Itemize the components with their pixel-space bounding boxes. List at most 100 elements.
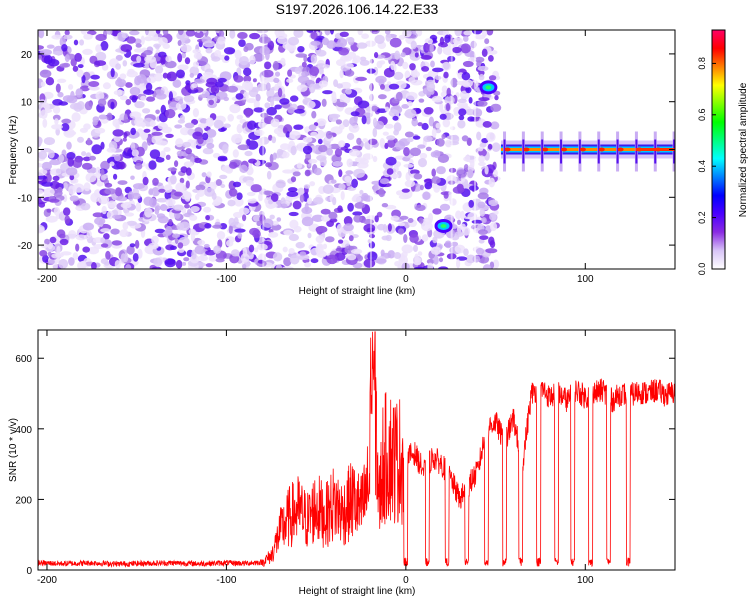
heatmap-cell	[283, 257, 292, 267]
heatmap-cell	[106, 112, 113, 121]
heatmap-cell	[142, 176, 149, 186]
heatmap-cell	[431, 168, 437, 177]
heatmap-cell	[148, 188, 154, 195]
heatmap-cell	[365, 116, 372, 125]
heatmap-cell	[90, 192, 100, 203]
heatmap-cell	[384, 123, 394, 129]
heatmap-cell	[77, 136, 84, 143]
heatmap-cell	[432, 67, 444, 73]
heatmap-cell	[120, 202, 132, 209]
heatmap-cell	[76, 69, 84, 78]
heatmap-cell	[460, 210, 465, 220]
heatmap-cell	[315, 35, 325, 41]
heatmap-cell	[153, 257, 163, 267]
heatmap-cell	[280, 143, 290, 151]
heatmap-cell	[430, 60, 435, 68]
snr-series-line	[38, 331, 675, 568]
heatmap-cell	[399, 215, 409, 220]
heatmap-cell	[347, 202, 354, 212]
heatmap-cell	[363, 223, 376, 233]
heatmap-cell	[38, 45, 44, 50]
heatmap-cell	[194, 245, 206, 255]
heatmap-cell	[83, 33, 93, 40]
heatmap-cell	[297, 143, 304, 150]
heatmap-cell	[62, 194, 68, 203]
heatmap-cell	[400, 52, 406, 58]
heatmap-cell	[183, 257, 190, 262]
heatmap-cell	[72, 65, 79, 72]
heatmap-cell	[343, 216, 353, 226]
heatmap-cell	[146, 76, 157, 84]
heatmap-cell	[336, 83, 344, 89]
heatmap-cell	[208, 99, 214, 106]
heatmap-cell	[457, 219, 461, 225]
heatmap-cell	[488, 55, 494, 62]
heatmap-cell	[452, 46, 462, 54]
heatmap-cell	[481, 48, 488, 57]
heatmap-cell	[212, 224, 223, 229]
heatmap-cell	[119, 73, 127, 80]
heatmap-cell	[204, 223, 212, 229]
heatmap-cell	[131, 95, 137, 103]
heatmap-cell	[401, 104, 410, 109]
heatmap-cell	[439, 203, 451, 211]
heatmap-cell	[216, 231, 226, 240]
heatmap-cell	[89, 155, 96, 161]
heatmap-cell	[273, 77, 280, 83]
colorbar-tick-label: 0.6	[697, 109, 707, 122]
heatmap-cell	[465, 86, 472, 94]
heatmap-cell	[120, 44, 133, 53]
heatmap-cell	[124, 212, 135, 217]
heatmap-cell	[243, 46, 249, 53]
heatmap-cell	[204, 187, 215, 197]
heatmap-cell	[199, 118, 208, 124]
heatmap-cell	[62, 62, 71, 68]
heatmap-cell	[386, 168, 394, 175]
heatmap-cell	[479, 142, 487, 148]
heatmap-cell	[151, 235, 159, 245]
y-tick-label: 0	[26, 566, 32, 577]
heatmap-cell	[431, 95, 443, 103]
heatmap-cell	[77, 261, 87, 269]
heatmap-cell	[85, 172, 97, 183]
heatmap-cell	[80, 30, 88, 35]
heatmap-cell	[151, 131, 163, 136]
heatmap-cell	[376, 60, 383, 69]
heatmap-cell	[331, 91, 337, 101]
heatmap-cell	[403, 234, 408, 243]
heatmap-cell	[339, 69, 344, 79]
heatmap-cell	[127, 191, 134, 201]
heatmap-cell	[397, 228, 405, 235]
heatmap-cell	[156, 197, 168, 203]
heatmap-cell	[430, 246, 442, 255]
heatmap-cell	[130, 127, 136, 136]
heatmap-cell	[114, 260, 121, 269]
heatmap-cell	[424, 182, 433, 190]
heatmap-cell	[100, 237, 106, 244]
heatmap-cell	[113, 173, 118, 180]
heatmap-cell	[349, 116, 358, 126]
heatmap-cell	[219, 174, 228, 180]
heatmap-cell	[378, 94, 387, 100]
heatmap-cell	[68, 185, 76, 195]
heatmap-cell	[329, 218, 338, 223]
heatmap-cell	[210, 85, 220, 94]
heatmap-cell	[82, 156, 91, 162]
heatmap-cell	[94, 217, 106, 226]
heatmap-cell	[409, 63, 416, 71]
heatmap-cell	[308, 158, 318, 164]
heatmap-cell	[135, 43, 142, 48]
heatmap-cell	[374, 34, 385, 45]
heatmap-cell	[217, 77, 227, 83]
carrier-peak	[504, 147, 511, 152]
heatmap-cell	[153, 43, 162, 48]
heatmap-cell	[243, 67, 252, 77]
heatmap-cell	[302, 145, 313, 155]
heatmap-cell	[286, 191, 299, 197]
heatmap-cell	[135, 202, 142, 212]
heatmap-cell	[145, 96, 156, 102]
heatmap-cell	[82, 246, 90, 253]
heatmap-cell	[418, 98, 425, 103]
heatmap-cell	[297, 46, 305, 53]
heatmap-cell	[247, 120, 257, 130]
